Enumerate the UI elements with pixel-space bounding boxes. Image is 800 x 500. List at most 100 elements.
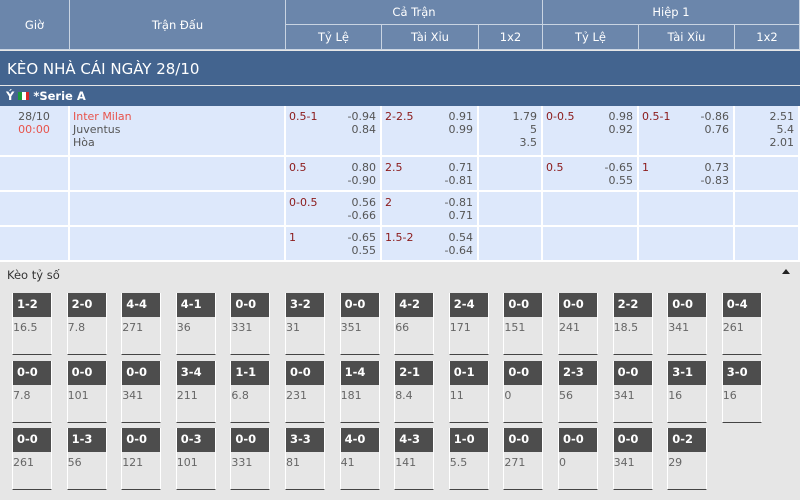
odds-value[interactable]: 0.55 bbox=[351, 244, 377, 257]
score-card[interactable]: 0-0 331 bbox=[230, 293, 271, 355]
score-card[interactable]: 0-3 101 bbox=[175, 428, 216, 490]
odds-value[interactable]: -0.83 bbox=[700, 174, 729, 187]
score-card[interactable]: 4-4 271 bbox=[121, 293, 162, 355]
odds-values[interactable]: 0.73 -0.83 bbox=[701, 161, 729, 187]
score-card[interactable]: 4-2 66 bbox=[394, 293, 435, 355]
odds-value[interactable]: 0.80 bbox=[351, 161, 377, 174]
odds-value[interactable]: -0.65 bbox=[347, 231, 376, 244]
score-card[interactable]: 0-0 331 bbox=[230, 428, 271, 490]
score-card[interactable]: 0-0 261 bbox=[12, 428, 52, 490]
odds-values[interactable]: -0.65 0.55 bbox=[348, 231, 376, 257]
score-label: 0-0 bbox=[559, 428, 597, 452]
score-odds: 211 bbox=[176, 388, 198, 402]
score-card[interactable]: 0-0 0 bbox=[558, 428, 598, 490]
score-card[interactable]: 2-2 18.5 bbox=[612, 293, 653, 355]
odds-value[interactable]: 0.71 bbox=[448, 209, 474, 222]
odds-value[interactable]: 0.84 bbox=[351, 123, 377, 136]
score-card[interactable]: 3-1 16 bbox=[667, 360, 708, 423]
odds-values[interactable]: 0.54 -0.64 bbox=[445, 231, 473, 257]
score-card[interactable]: 0-0 341 bbox=[121, 360, 162, 423]
odds-1x2-value[interactable]: 2.01 bbox=[769, 136, 795, 149]
odds-values[interactable]: -0.86 0.76 bbox=[701, 110, 729, 136]
odds-value[interactable]: -0.86 bbox=[700, 110, 729, 123]
odds-1x2-value[interactable]: 5.4 bbox=[776, 123, 795, 136]
odds-value[interactable]: -0.66 bbox=[347, 209, 376, 222]
odds-value[interactable]: -0.64 bbox=[444, 244, 473, 257]
odds-value[interactable]: 0.92 bbox=[608, 123, 634, 136]
score-card[interactable]: 0-2 29 bbox=[667, 428, 708, 490]
score-card[interactable]: 0-0 231 bbox=[285, 360, 325, 423]
league-row[interactable]: Ý *Serie A bbox=[0, 86, 800, 106]
score-card[interactable]: 0-0 0 bbox=[503, 360, 544, 423]
score-label: 0-0 bbox=[13, 428, 51, 452]
odds-values[interactable]: 0.91 0.99 bbox=[449, 110, 474, 136]
score-card[interactable]: 2-4 171 bbox=[448, 293, 489, 355]
odds-values[interactable]: -0.94 0.84 bbox=[348, 110, 376, 136]
away-team[interactable]: Juventus bbox=[73, 123, 121, 136]
score-card[interactable]: 0-0 101 bbox=[66, 360, 107, 423]
score-card[interactable]: 3-0 16 bbox=[721, 360, 762, 423]
odds-cell: 0.5 0.80 -0.90 bbox=[286, 157, 382, 192]
score-card[interactable]: 0-0 341 bbox=[612, 428, 653, 490]
score-card[interactable]: 3-3 81 bbox=[285, 428, 325, 490]
score-card[interactable]: 4-0 41 bbox=[339, 428, 380, 490]
score-label: 1-4 bbox=[340, 360, 379, 385]
odds-value[interactable]: -0.90 bbox=[347, 174, 376, 187]
score-card[interactable]: 0-0 151 bbox=[503, 293, 544, 355]
odds-value[interactable]: 0.99 bbox=[448, 123, 474, 136]
score-label: 2-0 bbox=[67, 293, 106, 317]
score-odds: 341 bbox=[613, 388, 635, 402]
score-card[interactable]: 0-4 261 bbox=[721, 293, 762, 355]
score-card[interactable]: 4-1 36 bbox=[175, 293, 216, 355]
caret-up-icon[interactable] bbox=[782, 269, 790, 274]
odds-value[interactable]: 0.91 bbox=[448, 110, 474, 123]
odds-values[interactable]: -0.81 0.71 bbox=[445, 196, 473, 222]
odds-value[interactable]: 0.73 bbox=[704, 161, 730, 174]
score-label: 2-1 bbox=[395, 360, 434, 385]
score-card[interactable]: 1-3 56 bbox=[66, 428, 107, 490]
odds-values[interactable]: 0.98 0.92 bbox=[609, 110, 634, 136]
score-card[interactable]: 0-0 121 bbox=[121, 428, 162, 490]
odds-value[interactable]: 0.71 bbox=[448, 161, 474, 174]
score-card[interactable]: 0-1 11 bbox=[448, 360, 489, 423]
score-card[interactable]: 0-0 241 bbox=[558, 293, 598, 355]
odds-value[interactable]: -0.65 bbox=[604, 161, 633, 174]
score-card[interactable]: 1-4 181 bbox=[339, 360, 380, 423]
score-card[interactable]: 1-1 6.8 bbox=[230, 360, 271, 423]
odds-value[interactable]: -0.81 bbox=[444, 196, 473, 209]
score-card[interactable]: 0-0 351 bbox=[339, 293, 380, 355]
odds-1x2-value[interactable]: 5 bbox=[530, 123, 537, 136]
odds-value[interactable]: 0.76 bbox=[704, 123, 730, 136]
odds-1x2-value[interactable]: 2.51 bbox=[769, 110, 795, 123]
score-card[interactable]: 3-2 31 bbox=[285, 293, 325, 355]
score-card[interactable]: 4-3 141 bbox=[394, 428, 435, 490]
odds-value[interactable]: 0.55 bbox=[608, 174, 634, 187]
score-card[interactable]: 0-0 341 bbox=[612, 360, 653, 423]
score-card[interactable]: 1-0 5.5 bbox=[448, 428, 489, 490]
score-card[interactable]: 0-0 271 bbox=[503, 428, 544, 490]
score-card[interactable]: 2-3 56 bbox=[558, 360, 598, 423]
handicap-line: 1 bbox=[289, 231, 296, 244]
score-card[interactable]: 0-0 341 bbox=[667, 293, 708, 355]
odds-1x2-value[interactable]: 1.79 bbox=[512, 110, 538, 123]
odds-value[interactable]: -0.81 bbox=[444, 174, 473, 187]
score-card[interactable]: 1-2 16.5 bbox=[12, 293, 52, 355]
odds-cell bbox=[639, 227, 735, 262]
score-card[interactable]: 0-0 7.8 bbox=[12, 360, 52, 423]
odds-values[interactable]: 0.71 -0.81 bbox=[445, 161, 473, 187]
odds-value[interactable]: 0.54 bbox=[448, 231, 474, 244]
odds-values[interactable]: 0.56 -0.66 bbox=[348, 196, 376, 222]
score-card[interactable]: 3-4 211 bbox=[175, 360, 216, 423]
odds-value[interactable]: 0.98 bbox=[608, 110, 634, 123]
score-odds: 261 bbox=[13, 456, 34, 469]
odds-value[interactable]: -0.94 bbox=[347, 110, 376, 123]
odds-value[interactable]: 0.56 bbox=[351, 196, 377, 209]
score-card[interactable]: 2-1 8.4 bbox=[394, 360, 435, 423]
odds-values[interactable]: -0.65 0.55 bbox=[605, 161, 633, 187]
odds-1x2-value[interactable]: 3.5 bbox=[519, 136, 538, 149]
home-team[interactable]: Inter Milan bbox=[73, 110, 132, 123]
score-odds: 341 bbox=[668, 321, 690, 334]
odds-cell bbox=[735, 227, 800, 262]
score-card[interactable]: 2-0 7.8 bbox=[66, 293, 107, 355]
odds-values[interactable]: 0.80 -0.90 bbox=[348, 161, 376, 187]
